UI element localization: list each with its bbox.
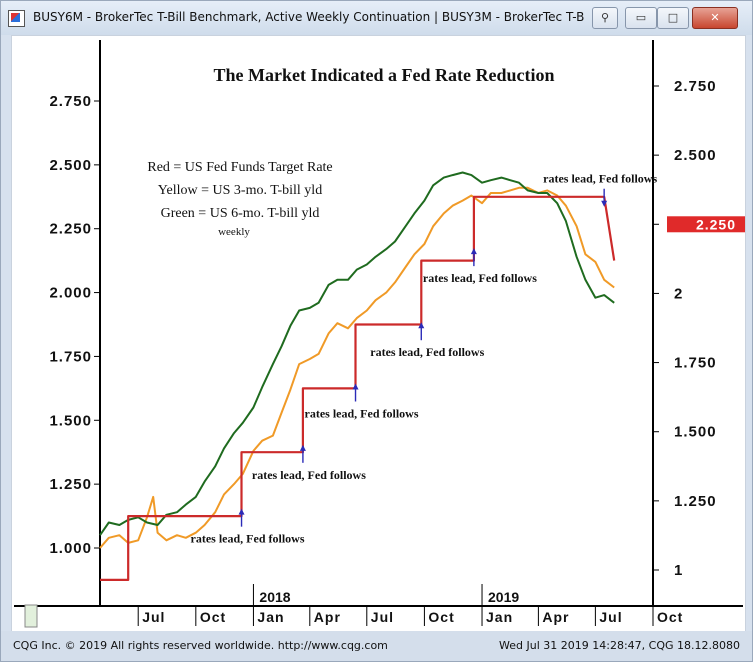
x-tick-label: Jul: [142, 609, 165, 625]
left-tick-label: 1.000: [49, 540, 92, 557]
left-tick-label: 2.500: [49, 157, 92, 174]
annotation-label: rates lead, Fed follows: [423, 271, 537, 285]
x-tick-label: Jan: [257, 609, 284, 625]
legend-weekly: weekly: [218, 226, 250, 238]
legend-green: Green = US 6-mo. T-bill yld: [161, 206, 320, 221]
arrowhead-icon: [352, 383, 359, 390]
legend-red: Red = US Fed Funds Target Rate: [147, 160, 332, 175]
left-tick-label: 1.500: [49, 412, 92, 429]
scroll-handle[interactable]: [24, 604, 38, 628]
right-tick-label: 1.250: [674, 493, 717, 510]
year-label: 2019: [488, 589, 519, 605]
copyright-text: CQG Inc. © 2019 All rights reserved worl…: [13, 639, 388, 652]
window-title: BUSY6M - BrokerTec T-Bill Benchmark, Act…: [33, 10, 585, 24]
x-tick-label: Apr: [542, 609, 569, 625]
left-tick-label: 2.000: [49, 285, 92, 302]
arrowhead-icon: [299, 444, 306, 451]
left-tick-label: 1.250: [49, 476, 92, 493]
x-tick-label: Apr: [314, 609, 341, 625]
link-icon[interactable]: ⚲: [592, 7, 618, 29]
tbill-3mo-line: [99, 186, 615, 549]
annotation-label: rates lead, Fed follows: [252, 468, 366, 482]
last-value-badge: [667, 216, 745, 233]
right-tick-label: 2: [674, 285, 683, 302]
right-tick-label: 1: [674, 562, 683, 579]
arrowhead-icon: [601, 200, 608, 207]
close-button[interactable]: ✕: [692, 7, 738, 29]
right-tick-label: 1.750: [674, 355, 717, 372]
x-tick-label: Oct: [428, 609, 454, 625]
minimize-button[interactable]: ▭: [625, 7, 657, 29]
right-tick-label: 1.500: [674, 424, 717, 441]
x-tick-label: Jul: [371, 609, 394, 625]
status-bar: CQG Inc. © 2019 All rights reserved worl…: [1, 631, 752, 661]
annotation-label: rates lead, Fed follows: [305, 407, 419, 421]
left-tick-label: 2.750: [49, 93, 92, 110]
chart-area[interactable]: The Market Indicated a Fed Rate Reductio…: [11, 35, 746, 632]
app-icon: [8, 10, 25, 27]
x-tick-label: Jan: [486, 609, 513, 625]
arrowhead-icon: [418, 322, 425, 329]
right-tick-label: 2.750: [674, 78, 717, 95]
timestamp-text: Wed Jul 31 2019 14:28:47, CQG 18.12.8080: [499, 639, 740, 652]
annotation-label: rates lead, Fed follows: [191, 532, 305, 546]
maximize-button[interactable]: □: [657, 7, 689, 29]
x-tick-label: Oct: [200, 609, 226, 625]
legend-yellow: Yellow = US 3-mo. T-bill yld: [158, 183, 322, 198]
chart-title: The Market Indicated a Fed Rate Reductio…: [214, 65, 555, 85]
right-tick-label: 2.500: [674, 147, 717, 164]
annotation-label: rates lead, Fed follows: [370, 345, 484, 359]
arrowhead-icon: [238, 508, 245, 515]
arrowhead-icon: [470, 248, 477, 255]
left-tick-label: 2.250: [49, 221, 92, 238]
title-bar[interactable]: BUSY6M - BrokerTec T-Bill Benchmark, Act…: [1, 1, 752, 35]
year-label: 2018: [259, 589, 290, 605]
tbill-6mo-line: [99, 171, 615, 536]
left-tick-label: 1.750: [49, 348, 92, 365]
x-tick-label: Jul: [599, 609, 622, 625]
annotation-label: rates lead, Fed follows: [543, 172, 657, 186]
last-value-text: 2.250: [696, 216, 736, 232]
x-tick-label: Oct: [657, 609, 683, 625]
price-chart: The Market Indicated a Fed Rate Reductio…: [14, 40, 745, 628]
